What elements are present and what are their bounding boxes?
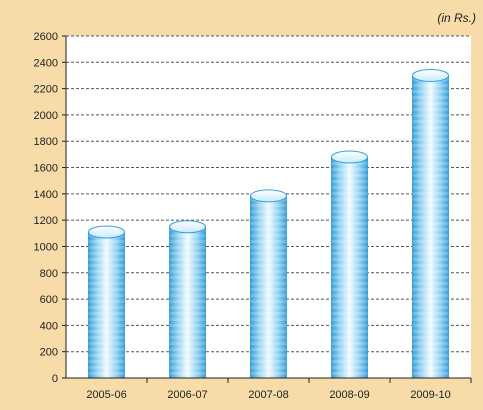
y-tick-label: 2400 bbox=[34, 57, 58, 69]
bar-cap bbox=[169, 220, 206, 234]
bars bbox=[88, 68, 449, 379]
y-axis-ticks: 0 200 400 600 800 1000 1200 1400 1600 1800 2000 220… bbox=[34, 31, 66, 385]
bar-cap bbox=[250, 189, 287, 203]
x-tick-label: 2009-10 bbox=[410, 389, 450, 401]
x-axis-ticks: 2005-06 2006-07 2007-08 2008-09 2009-10 bbox=[86, 378, 472, 401]
y-tick-label: 400 bbox=[40, 320, 58, 332]
y-tick-label: 800 bbox=[40, 268, 58, 280]
y-tick-label: 600 bbox=[40, 294, 58, 306]
bar-cap bbox=[88, 225, 125, 239]
y-tick-label: 2200 bbox=[34, 84, 58, 96]
x-tick-label: 2005-06 bbox=[86, 389, 126, 401]
x-tick-label: 2007-08 bbox=[248, 389, 288, 401]
y-tick-label: 1600 bbox=[34, 163, 58, 175]
bar-cap bbox=[331, 150, 368, 164]
bar-bands bbox=[169, 226, 206, 378]
bar-bands bbox=[88, 231, 125, 378]
y-tick-label: 200 bbox=[40, 347, 58, 359]
bar-2007-08 bbox=[250, 189, 287, 379]
y-tick-label: 2000 bbox=[34, 110, 58, 122]
bar-2006-07 bbox=[169, 220, 206, 379]
bar-bands bbox=[412, 75, 449, 378]
y-tick-label: 2600 bbox=[34, 31, 58, 43]
bar-2009-10 bbox=[412, 68, 449, 379]
bar-cap bbox=[412, 68, 449, 82]
unit-note: (in Rs.) bbox=[437, 11, 476, 25]
y-tick-label: 0 bbox=[52, 373, 58, 385]
bar-2008-09 bbox=[331, 150, 368, 379]
y-tick-label: 1200 bbox=[34, 215, 58, 227]
bar-2005-06 bbox=[88, 225, 125, 379]
y-tick-label: 1400 bbox=[34, 189, 58, 201]
x-tick-label: 2008-09 bbox=[329, 389, 369, 401]
bar-bands bbox=[331, 157, 368, 378]
x-tick-label: 2006-07 bbox=[167, 389, 207, 401]
y-tick-label: 1800 bbox=[34, 136, 58, 148]
y-tick-label: 1000 bbox=[34, 241, 58, 253]
bar-bands bbox=[250, 195, 287, 378]
